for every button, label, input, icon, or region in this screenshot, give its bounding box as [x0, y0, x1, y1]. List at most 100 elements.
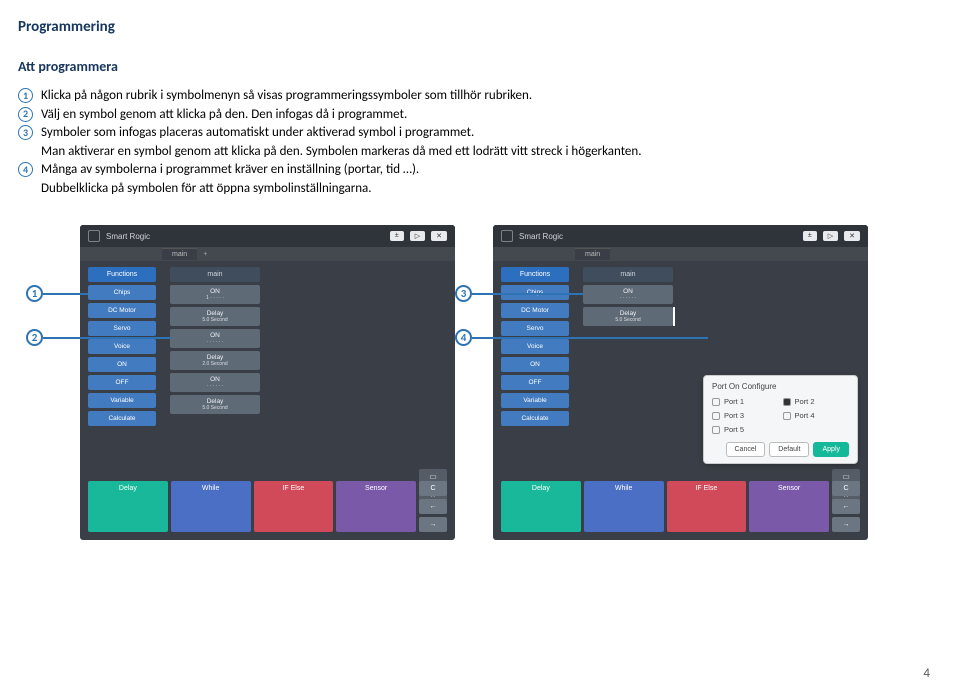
canvas-header: main [583, 267, 673, 282]
callout-3: 3 [455, 285, 472, 302]
step-text-3b: Man aktiverar en symbol genom att klicka… [41, 143, 930, 161]
function-menu-item[interactable]: ON [501, 357, 569, 372]
toolbar-button[interactable]: ▷ [823, 231, 838, 241]
step-badge-3: 3 [18, 125, 33, 140]
toolbar-button[interactable]: ✕ [844, 231, 860, 241]
toolbar-button[interactable]: ± [390, 231, 404, 241]
port-option[interactable]: Port 5 [712, 425, 779, 434]
toolbar-button[interactable]: ✕ [431, 231, 447, 241]
bottom-button-left[interactable]: ← [419, 499, 447, 514]
apply-button[interactable]: Apply [813, 442, 849, 457]
functions-header: Functions [501, 267, 569, 282]
function-menu-item[interactable]: DC Motor [501, 303, 569, 318]
callout-line [43, 293, 88, 295]
checkbox-icon[interactable] [712, 426, 720, 434]
port-label: Port 4 [795, 411, 815, 420]
checkbox-icon[interactable] [712, 398, 720, 406]
app-titlebar: Smart Rogic ± ▷ ✕ [80, 225, 455, 247]
bottom-button-delay[interactable]: Delay [501, 481, 581, 532]
screenshot-right: Smart Rogic ± ▷ ✕ main Functions ChipsDC… [493, 225, 868, 540]
bottom-button-sensor[interactable]: Sensor [336, 481, 416, 532]
step-badge-1: 1 [18, 88, 33, 103]
port-option[interactable]: Port 3 [712, 411, 779, 420]
page-number: 4 [923, 666, 930, 681]
function-menu-item[interactable]: Voice [501, 339, 569, 354]
toolbar-button[interactable]: ▷ [410, 231, 425, 241]
program-block[interactable]: ON· · · · · · [170, 373, 260, 392]
program-block[interactable]: Delay5.0 Second [170, 395, 260, 414]
function-menu-item[interactable]: Servo [501, 321, 569, 336]
tab-add-button[interactable]: + [197, 249, 213, 260]
port-option[interactable]: Port 4 [783, 411, 850, 420]
function-menu-item[interactable]: Servo [88, 321, 156, 336]
toolbar-button[interactable]: ± [803, 231, 817, 241]
callout-1: 1 [26, 285, 43, 302]
function-menu-item[interactable]: ON [88, 357, 156, 372]
function-menu-item[interactable]: Variable [88, 393, 156, 408]
app-titlebar: Smart Rogic ± ▷ ✕ [493, 225, 868, 247]
callout-4: 4 [455, 329, 472, 346]
app-brand: Smart Rogic [519, 232, 563, 241]
checkbox-icon[interactable] [712, 412, 720, 420]
port-label: Port 3 [724, 411, 744, 420]
screenshot-left: Smart Rogic ± ▷ ✕ main + Functions Chips… [80, 225, 455, 540]
bottom-button-c[interactable]: C [419, 481, 447, 496]
program-block[interactable]: ON· · · · · · [170, 329, 260, 348]
page-title: Programmering [18, 18, 930, 36]
bottom-button-sensor[interactable]: Sensor [749, 481, 829, 532]
program-block[interactable]: ON1 · · · · · [170, 285, 260, 304]
default-button[interactable]: Default [769, 442, 809, 457]
bottom-button-c[interactable]: C [832, 481, 860, 496]
bottom-button-while[interactable]: While [171, 481, 251, 532]
function-menu-item[interactable]: Chips [88, 285, 156, 300]
bottom-button-right[interactable]: → [419, 517, 447, 532]
step-text-4: Många av symbolerna i programmet kräver … [41, 161, 930, 179]
callout-2: 2 [26, 329, 43, 346]
port-option[interactable]: Port 1 [712, 397, 779, 406]
step-text-2: Välj en symbol genom att klicka på den. … [41, 106, 930, 124]
bottom-button-delay[interactable]: Delay [88, 481, 168, 532]
callout-line [43, 337, 171, 339]
function-menu-item[interactable]: OFF [88, 375, 156, 390]
function-menu-item[interactable]: DC Motor [88, 303, 156, 318]
cancel-button[interactable]: Cancel [726, 442, 766, 457]
function-menu-item[interactable]: Variable [501, 393, 569, 408]
canvas-header: main [170, 267, 260, 282]
functions-header: Functions [88, 267, 156, 282]
section-subtitle: Att programmera [18, 58, 930, 75]
function-menu-item[interactable]: Calculate [501, 411, 569, 426]
checkbox-icon[interactable] [783, 398, 791, 406]
tab-main[interactable]: main [575, 248, 610, 260]
port-label: Port 1 [724, 397, 744, 406]
tab-bar: main + [80, 247, 455, 261]
program-block[interactable]: Delay2.0 Second [170, 351, 260, 370]
step-badge-2: 2 [18, 107, 33, 122]
step-badge-4: 4 [18, 162, 33, 177]
function-menu-item[interactable]: Voice [88, 339, 156, 354]
function-menu-item[interactable]: Calculate [88, 411, 156, 426]
step-text-4b: Dubbelklicka på symbolen för att öppna s… [41, 180, 930, 198]
function-menu-item[interactable]: OFF [501, 375, 569, 390]
dialog-title: Port On Configure [712, 382, 849, 391]
callout-line [472, 293, 584, 295]
app-brand: Smart Rogic [106, 232, 150, 241]
program-block[interactable]: ON· · · · · · [583, 285, 673, 304]
app-logo-icon [501, 230, 513, 242]
port-label: Port 5 [724, 425, 744, 434]
port-config-dialog: Port On Configure Port 1 Port 2 Port 3 Port… [703, 375, 858, 464]
bottom-button-left[interactable]: ← [832, 499, 860, 514]
instruction-list: 1 Klicka på någon rubrik i symbolmenyn s… [18, 87, 930, 197]
port-option[interactable]: Port 2 [783, 397, 850, 406]
checkbox-icon[interactable] [783, 412, 791, 420]
app-logo-icon [88, 230, 100, 242]
bottom-button-right[interactable]: → [832, 517, 860, 532]
bottom-button-ifelse[interactable]: IF Else [667, 481, 747, 532]
step-text-1: Klicka på någon rubrik i symbolmenyn så … [41, 87, 930, 105]
bottom-button-while[interactable]: While [584, 481, 664, 532]
program-block[interactable]: Delay5.0 Second [170, 307, 260, 326]
program-block[interactable]: Delay5.0 Second [583, 307, 673, 326]
callout-line [472, 337, 708, 339]
port-label: Port 2 [795, 397, 815, 406]
tab-main[interactable]: main [162, 248, 197, 260]
bottom-button-ifelse[interactable]: IF Else [254, 481, 334, 532]
